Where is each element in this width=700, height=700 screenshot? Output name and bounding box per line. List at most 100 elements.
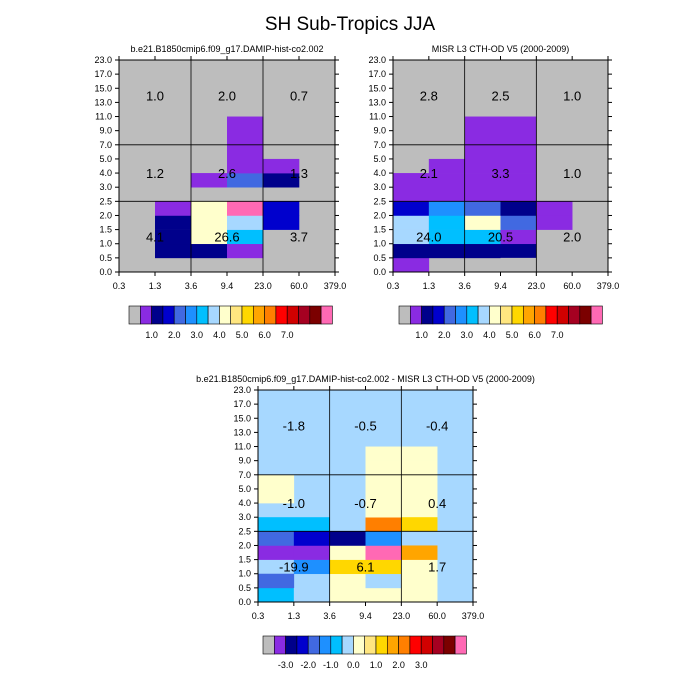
heatmap-cell: [227, 173, 264, 188]
colorbar-box: [364, 635, 377, 655]
y-tick-label: 3.0: [238, 512, 251, 522]
heatmap-cell: [227, 229, 264, 245]
region-value: 2.0: [563, 230, 581, 245]
colorbar-label: 2.0: [438, 330, 451, 340]
heatmap-cell: [401, 559, 438, 575]
y-tick-label: 11.0: [234, 442, 251, 452]
colorbar-box: [454, 635, 467, 655]
y-tick-label: 13.0: [94, 97, 112, 107]
colorbar-label: 7.0: [551, 330, 564, 340]
heatmap-cell: [329, 573, 366, 589]
region-value: 1.0: [563, 88, 581, 103]
colorbar-box: [409, 305, 422, 325]
heatmap-cell: [258, 531, 295, 546]
y-tick-label: 5.0: [238, 484, 251, 494]
y-tick-label: 23.0: [233, 385, 251, 395]
colorbar-box: [522, 305, 535, 325]
y-tick-label: 7.0: [238, 470, 251, 480]
colorbar-label: 5.0: [236, 330, 249, 340]
y-tick-label: 0.5: [373, 253, 386, 263]
heatmap-cell: [500, 257, 537, 273]
y-tick-label: 2.5: [373, 196, 386, 206]
x-tick-label: 3.6: [323, 611, 336, 621]
region-value: 1.3: [290, 166, 308, 181]
colorbar-box: [262, 635, 275, 655]
colorbar-box: [353, 635, 365, 655]
colorbar-label: 6.0: [258, 330, 271, 340]
y-tick-label: 9.0: [99, 126, 112, 136]
colorbar-box: [173, 305, 186, 325]
x-tick-label: 23.0: [254, 281, 272, 291]
heatmap-panel-3: -19.9 6.1 1.7 -1.0 -0.7 0.4 -1.8 -0.5 -0.4 0.3 1.3…: [196, 374, 535, 621]
heatmap-cell: [393, 229, 430, 245]
colorbar-label: 0.0: [347, 660, 360, 670]
heatmap-cell: [227, 215, 264, 230]
x-tick-label: 379.0: [462, 611, 485, 621]
region-value: 1.7: [428, 560, 446, 575]
heatmap-cell: [263, 215, 300, 230]
heatmap-cell: [500, 215, 537, 230]
colorbar-label: 5.0: [506, 330, 519, 340]
region-value: 2.8: [420, 88, 438, 103]
y-tick-label: 3.0: [99, 182, 112, 192]
region-value: -0.5: [354, 418, 376, 433]
region-value: 26.6: [214, 230, 239, 245]
y-tick-label: 17.0: [233, 399, 251, 409]
colorbar-box: [443, 635, 456, 655]
colorbar-box: [432, 305, 445, 325]
heatmap-cell: [428, 215, 465, 230]
colorbar-box: [128, 305, 141, 325]
colorbar-box: [309, 305, 322, 325]
y-tick-label: 5.0: [99, 154, 112, 164]
colorbar-box: [398, 305, 411, 325]
colorbar-box: [455, 305, 468, 325]
colorbar-box: [432, 635, 445, 655]
x-tick-label: 60.0: [563, 281, 581, 291]
y-tick-label: 3.0: [373, 182, 386, 192]
y-tick-label: 11.0: [369, 112, 386, 122]
heatmap-cell: [365, 446, 402, 461]
colorbar-box: [162, 305, 175, 325]
colorbar-box: [386, 635, 399, 655]
heatmap-cell: [258, 517, 330, 532]
y-tick-label: 0.0: [99, 267, 112, 277]
region-value: 2.5: [491, 88, 509, 103]
y-tick-label: 9.0: [373, 126, 386, 136]
heatmap-cell: [401, 573, 438, 589]
heatmap-cell: [329, 559, 366, 575]
heatmap-cell: [464, 144, 537, 160]
x-tick-label: 3.6: [458, 281, 471, 291]
heatmap-cell: [293, 531, 330, 546]
colorbar-label: -2.0: [300, 660, 316, 670]
y-tick-label: 1.0: [373, 239, 386, 249]
y-tick-label: 4.0: [238, 498, 251, 508]
region-value: 1.2: [146, 166, 164, 181]
y-tick-label: 2.5: [238, 526, 251, 536]
region-value: 3.7: [290, 230, 308, 245]
colorbar-box: [296, 635, 309, 655]
colorbar-box: [409, 635, 422, 655]
y-tick-label: 1.5: [238, 555, 251, 565]
x-tick-label: 0.3: [387, 281, 400, 291]
heatmap-cell: [464, 116, 537, 146]
colorbar-box: [556, 305, 569, 325]
colorbar-box: [319, 635, 332, 655]
heatmap-cell: [401, 545, 438, 560]
colorbar-box: [207, 305, 220, 325]
heatmap-cell: [155, 229, 192, 245]
x-tick-label: 23.0: [393, 611, 411, 621]
heatmap-cell: [365, 545, 402, 560]
colorbar-box: [477, 305, 490, 325]
colorbar-box: [489, 305, 501, 325]
heatmap-cell: [258, 573, 295, 589]
heatmap-cell: [329, 531, 366, 546]
heatmap-cell: [329, 587, 438, 603]
heatmap-cell: [293, 545, 330, 560]
colorbar-label: 1.0: [145, 330, 158, 340]
colorbar-box: [253, 305, 265, 325]
heatmap-cell: [263, 173, 300, 188]
colorbar-box: [579, 305, 592, 325]
y-tick-label: 7.0: [373, 140, 386, 150]
heatmap-cell: [258, 474, 295, 504]
colorbar-box: [443, 305, 456, 325]
